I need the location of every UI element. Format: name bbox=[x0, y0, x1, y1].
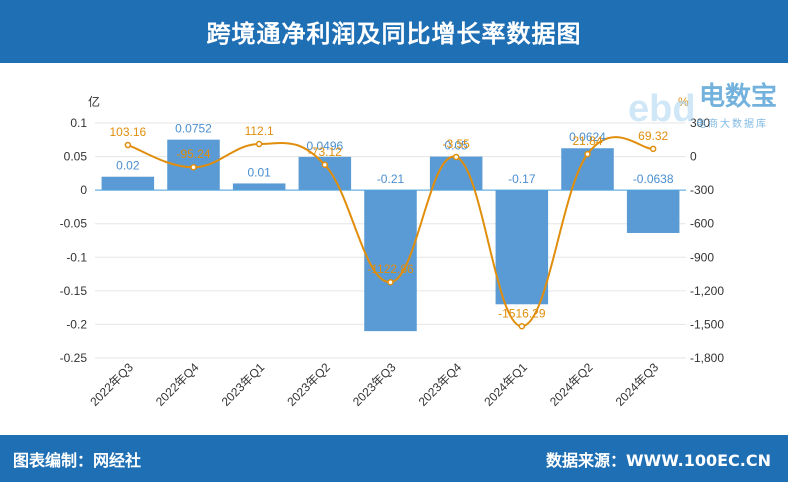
bar bbox=[626, 190, 680, 233]
line-point bbox=[321, 161, 329, 169]
line-point bbox=[190, 163, 197, 171]
bar-value-label: 0.05 bbox=[444, 139, 468, 153]
y-tick-label-left: 0.05 bbox=[64, 150, 88, 164]
chart-svg: 0.1 0.05 0 -0.05 -0.1 -0.15 -0.2 -0.25 300 0 -300 -… bbox=[60, 81, 777, 409]
y-tick-label-right: -600 bbox=[690, 217, 714, 231]
line-value-label: -1122.86 bbox=[367, 262, 414, 276]
line-point bbox=[124, 141, 132, 149]
page-title: 跨境通净利润及同比增长率数据图 bbox=[206, 20, 582, 48]
bar-value-label: 0.0624 bbox=[569, 130, 606, 144]
x-tick-label: 2024年Q2 bbox=[547, 360, 596, 409]
bar-value-label: -0.21 bbox=[377, 172, 405, 186]
line-point bbox=[584, 150, 591, 158]
x-tick-label: 2023年Q1 bbox=[219, 360, 268, 409]
x-tick-label: 2023年Q4 bbox=[416, 360, 465, 409]
line-value-label: 103.16 bbox=[109, 125, 146, 139]
x-tick-label: 2023年Q3 bbox=[350, 360, 399, 409]
watermark-sub: 电商大数据库 bbox=[696, 117, 768, 130]
bar-value-label: 0.0496 bbox=[306, 139, 343, 153]
line-point bbox=[255, 140, 263, 148]
y-tick-label-left: -0.25 bbox=[60, 351, 88, 365]
line-value-label: -1516.29 bbox=[498, 306, 546, 320]
y-tick-label-right: -900 bbox=[690, 250, 714, 264]
y-axis-label-right: % bbox=[678, 95, 689, 109]
y-tick-label-right: -1,500 bbox=[690, 317, 724, 331]
line-value-label: -95.24 bbox=[176, 147, 210, 161]
bar-value-label: 0.0752 bbox=[175, 122, 212, 136]
line-point bbox=[518, 323, 526, 330]
y-tick-label-left: -0.2 bbox=[66, 317, 87, 331]
x-tick-label: 2022年Q4 bbox=[153, 360, 202, 409]
x-tick-label: 2023年Q2 bbox=[284, 360, 333, 409]
y-tick-label-left: -0.05 bbox=[60, 217, 88, 231]
y-tick-label-right: -300 bbox=[690, 183, 714, 197]
bar bbox=[495, 190, 549, 305]
footer-bar: 图表编制：网经社 数据来源：WWW.100EC.CN bbox=[0, 435, 788, 482]
y-tick-label-right: -1,200 bbox=[690, 284, 724, 298]
growth-line bbox=[127, 136, 654, 328]
y-tick-label-right: 0 bbox=[690, 150, 697, 164]
line-value-label: 21.84 bbox=[572, 134, 602, 148]
chart-area: 0.1 0.05 0 -0.05 -0.1 -0.15 -0.2 -0.25 300 0 -300 -… bbox=[0, 63, 788, 435]
line-value-label: 69.32 bbox=[638, 129, 668, 143]
bar-value-label: -0.0638 bbox=[633, 172, 674, 186]
y-tick-label-left: 0.1 bbox=[70, 116, 87, 130]
header-bar: 跨境通净利润及同比增长率数据图 bbox=[0, 0, 788, 63]
bar bbox=[101, 176, 155, 191]
watermark-logo: ebd bbox=[628, 88, 696, 130]
line-value-label: -73.12 bbox=[308, 145, 342, 159]
y-tick-label-right: 300 bbox=[690, 116, 710, 130]
bar-value-label: 0.01 bbox=[247, 165, 271, 179]
footer-editor: 图表编制：网经社 bbox=[13, 450, 142, 470]
line-value-label: -3.55 bbox=[442, 137, 470, 151]
watermark-brand: 电数宝 bbox=[699, 81, 777, 111]
line-value-label: 112.1 bbox=[245, 124, 274, 138]
line-point bbox=[387, 278, 394, 286]
bar-value-label: 0.02 bbox=[116, 159, 140, 173]
x-tick-label: 2024年Q1 bbox=[481, 360, 530, 409]
footer-source: 数据来源：WWW.100EC.CN bbox=[545, 450, 771, 470]
bar-value-label: -0.17 bbox=[508, 172, 536, 186]
line-point bbox=[452, 153, 460, 161]
y-tick-label-left: -0.15 bbox=[60, 284, 88, 298]
x-tick-label: 2022年Q3 bbox=[87, 360, 136, 409]
line-point bbox=[649, 145, 657, 153]
bar bbox=[232, 183, 286, 191]
x-tick-label: 2024年Q3 bbox=[613, 360, 662, 409]
y-tick-label-right: -1,800 bbox=[690, 351, 724, 365]
y-axis-label-left: 亿 bbox=[88, 94, 100, 109]
y-tick-label-left: -0.1 bbox=[66, 250, 87, 264]
y-tick-label-left: 0 bbox=[80, 183, 87, 197]
